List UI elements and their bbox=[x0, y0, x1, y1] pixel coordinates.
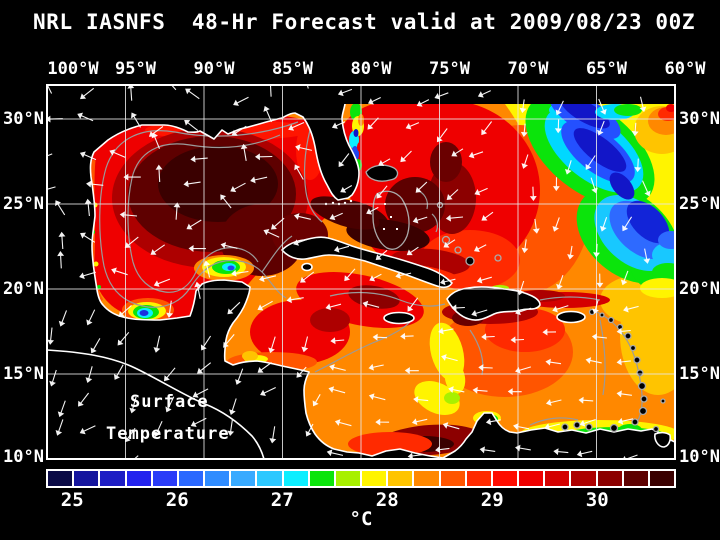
colorbar-cell bbox=[48, 471, 73, 486]
colorbar-cell bbox=[126, 471, 151, 486]
land-jamaica bbox=[383, 311, 415, 325]
land-puerto-rico bbox=[556, 310, 586, 324]
colorbar-cell bbox=[231, 471, 256, 486]
colorbar-tick: 27 bbox=[270, 489, 294, 511]
land-hispaniola bbox=[446, 286, 541, 321]
colorbar-cell bbox=[440, 471, 465, 486]
sst-field-atlantic bbox=[331, 90, 675, 395]
lon-tick-label: 100°W bbox=[47, 59, 99, 79]
lon-tick-label: 70°W bbox=[507, 59, 549, 79]
map-annotation-line2: Temperature bbox=[106, 424, 230, 444]
colorbar-cell bbox=[257, 471, 282, 486]
colorbar-cell bbox=[283, 471, 308, 486]
land-isle-of-youth bbox=[301, 262, 313, 272]
lon-tick-label: 95°W bbox=[115, 59, 156, 79]
lon-tick-label: 75°W bbox=[429, 59, 470, 79]
sst-field-gulf-of-mexico bbox=[89, 112, 380, 324]
lat-tick-label-right: 25°N bbox=[679, 194, 720, 214]
colorbar-cell bbox=[519, 471, 544, 486]
colorbar-cell bbox=[414, 471, 439, 486]
colorbar-tick: 30 bbox=[585, 489, 609, 511]
land-trinidad bbox=[654, 431, 672, 448]
lon-tick-label: 85°W bbox=[272, 59, 313, 79]
colorbar-tick: 26 bbox=[165, 489, 189, 511]
colorbar-cell bbox=[100, 471, 125, 486]
lon-tick-label: 80°W bbox=[350, 59, 392, 79]
colorbar-cell bbox=[74, 471, 99, 486]
lon-tick-label: 90°W bbox=[193, 59, 235, 79]
lat-tick-label-left: 30°N bbox=[3, 109, 44, 129]
lon-tick-label: 65°W bbox=[586, 59, 627, 79]
colorbar-tick: 29 bbox=[480, 489, 504, 511]
grid-lines bbox=[47, 85, 675, 459]
colorbar-cell bbox=[545, 471, 570, 486]
colorbar-cell bbox=[205, 471, 230, 486]
colorbar-cell bbox=[178, 471, 204, 486]
lat-tick-label-right: 15°N bbox=[679, 364, 720, 384]
colorbar-cell bbox=[309, 471, 334, 486]
lat-tick-label-right: 30°N bbox=[679, 109, 720, 129]
lat-tick-label-left: 10°N bbox=[3, 447, 44, 467]
colorbar-cell bbox=[466, 471, 491, 486]
colorbar-cell bbox=[571, 471, 596, 486]
wind-arrows bbox=[47, 85, 651, 459]
colorbar-cell bbox=[152, 471, 177, 486]
page-title: NRL IASNFS 48-Hr Forecast valid at 2009/… bbox=[33, 10, 696, 34]
lon-tick-label: 60°W bbox=[664, 59, 706, 79]
land-cuba bbox=[281, 236, 453, 289]
lat-tick-label-left: 15°N bbox=[3, 364, 44, 384]
colorbar-cell bbox=[335, 471, 361, 486]
map-border bbox=[46, 84, 676, 460]
map-annotation-line1: Surface bbox=[130, 392, 209, 412]
colorbar-cell bbox=[492, 471, 518, 486]
colorbar-cell bbox=[649, 471, 675, 486]
colorbar-tick: 28 bbox=[375, 489, 399, 511]
lat-tick-label-left: 25°N bbox=[3, 194, 44, 214]
colorbar-unit: °C bbox=[349, 508, 373, 530]
lat-tick-label-left: 20°N bbox=[3, 279, 44, 299]
colorbar-tick: 25 bbox=[60, 489, 84, 511]
lat-tick-label-right: 10°N bbox=[679, 447, 720, 467]
colorbar-cell bbox=[362, 471, 387, 486]
lat-tick-label-right: 20°N bbox=[679, 279, 720, 299]
colorbar-cell bbox=[597, 471, 622, 486]
sst-colorbar bbox=[46, 469, 676, 488]
colorbar-cell bbox=[388, 471, 413, 486]
colorbar-cell bbox=[623, 471, 648, 486]
pacific-coastline bbox=[47, 349, 265, 459]
